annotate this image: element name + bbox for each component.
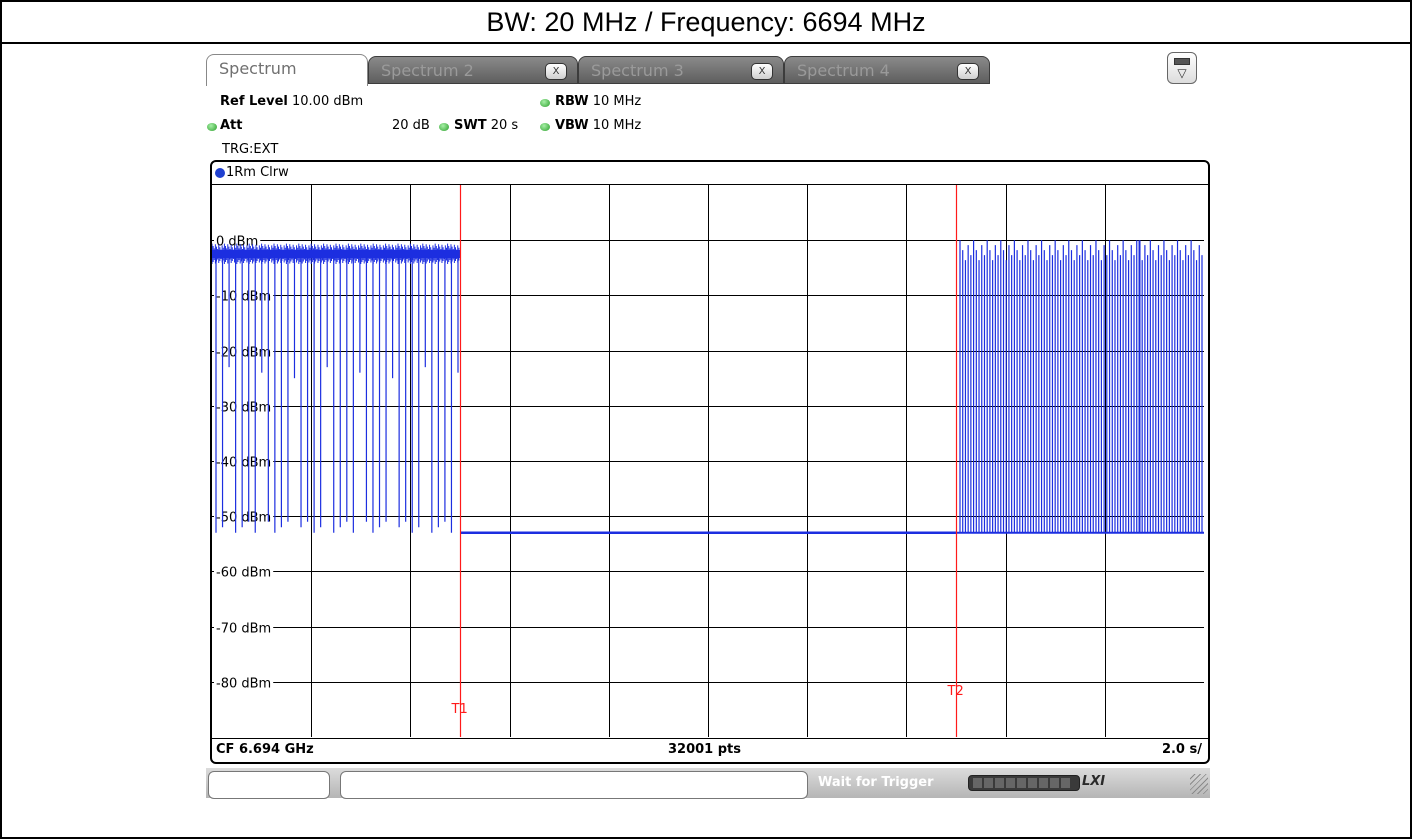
y-tick-label: -70 dBm [216,622,271,637]
tab-spectrum-3[interactable]: Spectrum 3 X [578,56,784,84]
att-label: Att [220,118,243,133]
tick-label-background [214,619,274,635]
att-param[interactable]: Att [220,118,243,133]
status-field-left[interactable] [208,771,330,799]
close-icon[interactable]: X [957,63,979,80]
tab-label: Spectrum [219,59,297,78]
center-frequency-label: CF 6.694 GHz [216,742,314,757]
vbw-value: 10 MHz [592,118,642,133]
rbw-param[interactable]: RBW 10 MHz [555,94,641,109]
y-tick-label: -80 dBm [216,677,271,692]
vbw-status-icon [540,123,550,131]
tick-label-background [214,453,274,469]
trigger-source: TRG:EXT [222,142,279,157]
trace-header: 1Rm Clrw [212,162,1208,185]
menu-toggle-button[interactable]: ▽ [1167,52,1197,84]
trace-dot-icon [215,168,225,178]
menu-toggle-icon [1174,58,1190,65]
progress-segment [973,778,982,788]
progress-segment [1039,778,1048,788]
vbw-label: VBW [555,118,589,133]
progress-segment [1006,778,1015,788]
sweep-points-label: 32001 pts [668,742,742,757]
ref-level-param[interactable]: Ref Level 10.00 dBm [220,94,363,109]
sweep-progress-bar [968,775,1080,791]
ref-level-value: 10.00 dBm [292,94,364,109]
tab-spectrum-2[interactable]: Spectrum 2 X [368,56,578,84]
progress-segment [995,778,1004,788]
close-icon[interactable]: X [545,63,567,80]
status-message: Wait for Trigger [818,775,934,790]
progress-segment [1050,778,1059,788]
rbw-status-icon [540,99,550,107]
att-value: 20 dB [392,118,430,133]
tab-spectrum-4[interactable]: Spectrum 4 X [784,56,990,84]
progress-segment [1061,778,1070,788]
y-tick-label: 0 dBm [216,235,258,250]
tick-label-background [214,508,274,524]
page-title: BW: 20 MHz / Frequency: 6694 MHz [2,2,1410,44]
y-tick-label: -60 dBm [216,566,271,581]
y-tick-label: -10 dBm [216,290,271,305]
spectrum-diagram[interactable]: 1Rm Clrw 0 dBm -10 dBm -20 dBm -30 dBm -40 d… [210,160,1210,764]
y-tick-label: -30 dBm [216,401,271,416]
tick-label-background [214,674,274,690]
att-status-icon [207,123,217,131]
tab-spectrum[interactable]: Spectrum [206,54,368,86]
sweep-scale-label: 2.0 s/ [1161,742,1202,757]
close-icon[interactable]: X [751,63,773,80]
vbw-param[interactable]: VBW 10 MHz [555,118,641,133]
marker-label-t2: T2 [947,684,964,699]
resize-grip-icon[interactable] [1190,774,1208,794]
progress-segment [1028,778,1037,788]
swt-value: 20 s [490,118,519,133]
progress-segment [984,778,993,788]
tab-label: Spectrum 4 [797,61,890,80]
rbw-value: 10 MHz [592,94,642,109]
tab-label: Spectrum 2 [381,61,474,80]
tick-label-background [214,232,261,248]
y-tick-label: -50 dBm [216,511,271,526]
ref-level-label: Ref Level [220,94,288,109]
swt-status-icon [439,123,449,131]
trace-1 [212,240,1204,535]
tab-label: Spectrum 3 [591,61,684,80]
swt-label: SWT [454,118,487,133]
y-tick-label: -40 dBm [216,456,271,471]
status-field-message[interactable] [340,771,808,799]
tick-label-background [214,563,274,579]
diagram-footer: CF 6.694 GHz 32001 pts 2.0 s/ [212,738,1208,762]
trace-label: 1Rm Clrw [226,165,289,180]
analyzer-window: Spectrum Spectrum 2 X Spectrum 3 X Spect… [206,52,1210,799]
swt-param[interactable]: SWT 20 s [454,118,518,133]
tick-label-background [214,398,274,414]
y-tick-label: -20 dBm [216,346,271,361]
status-bar: Wait for Trigger LXI [206,768,1210,799]
marker-label-t1: T1 [451,702,468,717]
plot-area[interactable]: 0 dBm -10 dBm -20 dBm -30 dBm -40 dBm -50 dBm… [212,185,1204,737]
progress-segment [1017,778,1026,788]
lxi-logo: LXI [1082,774,1106,789]
rbw-label: RBW [555,94,589,109]
